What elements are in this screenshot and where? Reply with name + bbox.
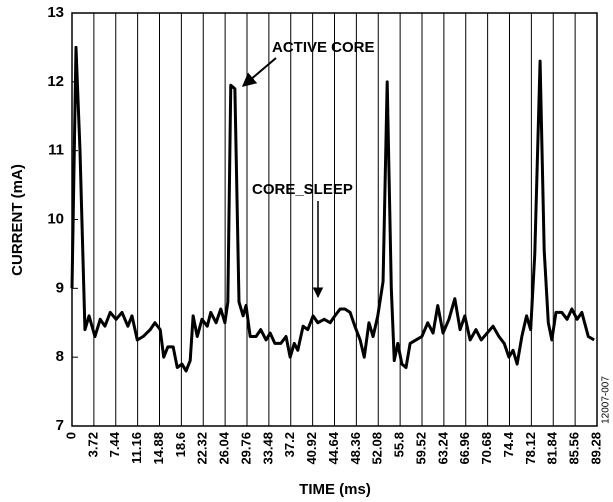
y-tick-label: 11 [48,142,64,159]
x-tick-label: 48.36 [348,432,363,465]
data-line [70,45,595,373]
x-tick-label: 29.76 [238,432,253,465]
annotation-arrow [241,57,277,87]
x-tick-label: 3.72 [85,432,100,457]
x-tick-label: 37.2 [282,432,297,457]
x-tick-label: 81.84 [545,431,560,464]
x-tick-label: 85.56 [567,432,582,465]
x-tick-label: 0 [63,432,78,439]
x-tick-label: 22.32 [195,432,210,465]
x-tick-label: 55.8 [392,432,407,457]
x-tick-label: 14.88 [151,432,166,465]
x-tick-label: 33.48 [260,432,275,465]
x-tick-label: 74.4 [501,431,516,457]
x-tick-label: 44.64 [326,431,341,464]
y-tick-label: 7 [56,417,64,434]
y-tick-label: 8 [56,348,64,365]
x-tick-label: 66.96 [457,432,472,465]
figure-id: 12007-007 [601,376,612,424]
x-tick-label: 59.52 [413,432,428,465]
x-tick-label: 63.24 [435,431,450,464]
y-tick-label: 13 [47,4,64,21]
x-tick-label: 52.08 [370,432,385,465]
annotation: CORE_SLEEP [252,181,353,198]
x-axis-label: TIME (ms) [299,481,371,498]
y-tick-label: 12 [47,73,64,90]
y-tick-label: 9 [56,279,64,296]
x-tick-label: 70.68 [479,432,494,465]
x-tick-label: 11.16 [129,432,144,464]
x-tick-label: 18.6 [173,432,188,457]
y-tick-label: 10 [47,210,64,227]
x-tick-label: 7.44 [107,431,122,457]
x-tick-label: 26.04 [217,431,232,464]
x-tick-label: 40.92 [304,432,319,465]
y-axis-label: CURRENT (mA) [9,164,26,276]
x-tick-label: 78.12 [523,432,538,465]
annotation: ACTIVE CORE [272,39,375,56]
x-tick-label: 89.28 [588,432,603,465]
